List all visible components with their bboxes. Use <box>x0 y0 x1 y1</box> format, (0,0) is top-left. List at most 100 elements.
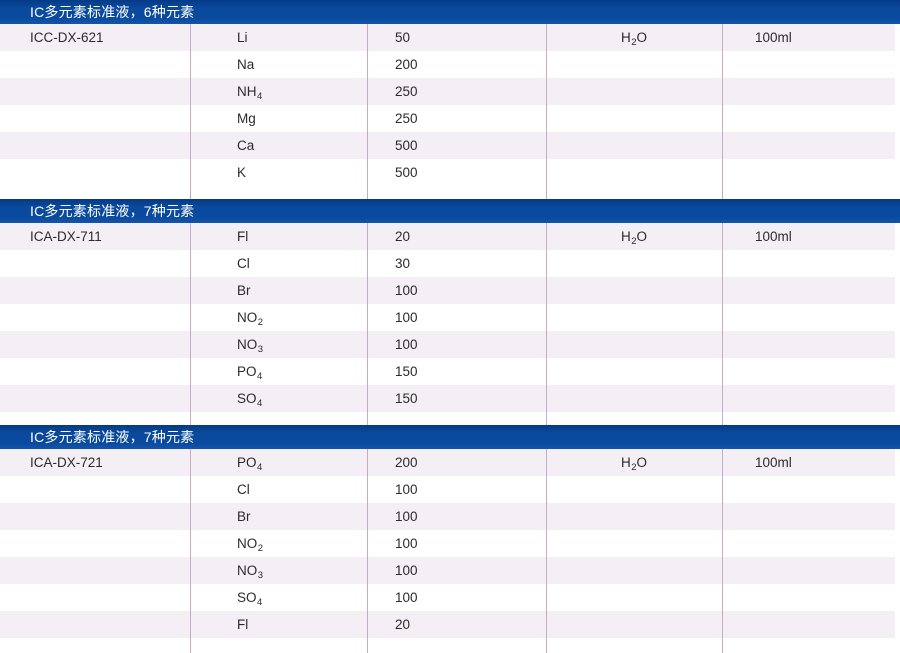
concentration-cell: 50 <box>395 30 411 45</box>
solvent-cell <box>546 277 722 304</box>
section-rows: ICA-DX-721 PO4 200 H2O 100ml Cl 100 Br 100 NO2 100… <box>0 449 900 638</box>
element-cell: NH4 <box>237 78 357 105</box>
volume-cell <box>755 530 885 557</box>
section-title: IC多元素标准液，6种元素 <box>30 4 195 20</box>
solvent-symbol: H <box>620 30 631 45</box>
product-section: IC多元素标准液，6种元素 ICC-DX-621 Li 50 H2O 100ml Na 200… <box>0 0 900 186</box>
table-row: Ca 500 <box>0 132 895 159</box>
section-rows: ICA-DX-711 Fl 20 H2O 100ml Cl 30 Br 100 NO2 100 NO3… <box>0 223 900 412</box>
element-subscript: 3 <box>257 344 264 355</box>
product-code-cell <box>30 159 180 186</box>
element-subscript: 4 <box>257 462 263 473</box>
element-symbol: SO <box>237 590 257 605</box>
solvent-cell <box>546 132 722 159</box>
concentration-cell: 20 <box>395 229 411 244</box>
solvent-symbol-tail: O <box>636 30 648 45</box>
section-gap <box>0 638 900 643</box>
table-row: Br 100 <box>0 277 895 304</box>
section-header-bar: IC多元素标准液，7种元素 <box>0 199 900 223</box>
solvent-cell <box>546 584 722 611</box>
element-symbol: PO <box>237 364 257 379</box>
product-code-cell <box>30 105 180 132</box>
element-cell: Br <box>237 277 357 304</box>
product-code-cell <box>30 304 180 331</box>
table-row: Fl 20 <box>0 611 895 638</box>
element-cell: Cl <box>237 476 357 503</box>
element-subscript: 4 <box>257 371 263 382</box>
concentration-cell: 30 <box>395 256 411 271</box>
volume-cell <box>755 132 885 159</box>
solvent-subscript: 2 <box>631 236 637 247</box>
volume-cell: 100ml <box>755 455 792 470</box>
volume-cell <box>755 476 885 503</box>
product-code-cell <box>30 503 180 530</box>
concentration-cell: 250 <box>395 84 418 99</box>
volume-cell <box>755 250 885 277</box>
volume-cell <box>755 358 885 385</box>
table-row: ICA-DX-711 Fl 20 H2O 100ml <box>0 223 895 250</box>
element-symbol: NO <box>237 310 258 325</box>
element-cell: NO3 <box>237 331 357 358</box>
element-subscript: 3 <box>257 570 264 581</box>
volume-cell <box>755 584 885 611</box>
solvent-cell <box>546 331 722 358</box>
table-row: K 500 <box>0 159 895 186</box>
concentration-cell: 100 <box>395 283 418 298</box>
solvent-cell <box>546 78 722 105</box>
product-code-cell: ICA-DX-711 <box>30 229 102 244</box>
product-code-cell <box>30 78 180 105</box>
element-cell: Br <box>237 503 357 530</box>
product-code-cell <box>30 584 180 611</box>
element-cell: PO4 <box>237 358 357 385</box>
volume-cell <box>755 105 885 132</box>
concentration-cell: 500 <box>395 138 418 153</box>
table-row: Cl 100 <box>0 476 895 503</box>
volume-cell: 100ml <box>755 30 792 45</box>
table-row: NO3 100 <box>0 331 895 358</box>
solvent-subscript: 2 <box>631 462 637 473</box>
solvent-cell <box>546 159 722 186</box>
solvent-cell <box>546 304 722 331</box>
element-symbol: Fl <box>237 617 249 632</box>
element-symbol: Br <box>237 283 251 298</box>
solvent-subscript: 2 <box>631 37 637 48</box>
table-row: Cl 30 <box>0 250 895 277</box>
section-header-bar: IC多元素标准液，7种元素 <box>0 425 900 449</box>
table-row: ICA-DX-721 PO4 200 H2O 100ml <box>0 449 895 476</box>
solvent-cell: H2O <box>546 223 722 250</box>
element-cell: Li <box>237 24 357 51</box>
element-subscript: 4 <box>257 398 263 409</box>
product-code-cell <box>30 530 180 557</box>
solvent-symbol-tail: O <box>636 455 648 470</box>
volume-cell <box>755 159 885 186</box>
solvent-cell <box>546 250 722 277</box>
solvent-symbol: H <box>620 229 631 244</box>
solvent-cell <box>546 557 722 584</box>
element-subscript: 4 <box>257 91 263 102</box>
element-symbol: Mg <box>237 111 256 126</box>
table-row: NO2 100 <box>0 304 895 331</box>
element-symbol: Fl <box>237 229 249 244</box>
solvent-cell <box>546 530 722 557</box>
element-cell: Ca <box>237 132 357 159</box>
element-cell: SO4 <box>237 584 357 611</box>
section-rows: ICC-DX-621 Li 50 H2O 100ml Na 200 NH4 250 Mg 250 Ca… <box>0 24 900 186</box>
table-row: Br 100 <box>0 503 895 530</box>
solvent-cell <box>546 105 722 132</box>
element-subscript: 2 <box>257 543 264 554</box>
element-cell: PO4 <box>237 449 357 476</box>
product-code-cell: ICA-DX-721 <box>30 455 103 470</box>
concentration-cell: 100 <box>395 482 418 497</box>
section-gap <box>0 186 900 199</box>
concentration-cell: 150 <box>395 391 418 406</box>
element-symbol: Na <box>237 57 255 72</box>
element-cell: Fl <box>237 611 357 638</box>
table-row: Mg 250 <box>0 105 895 132</box>
element-symbol: Ca <box>237 138 255 153</box>
product-section: IC多元素标准液，7种元素 ICA-DX-721 PO4 200 H2O 100ml Cl 1… <box>0 425 900 638</box>
solvent-cell <box>546 358 722 385</box>
concentration-cell: 100 <box>395 509 418 524</box>
product-section: IC多元素标准液，7种元素 ICA-DX-711 Fl 20 H2O 100ml Cl 30 B… <box>0 199 900 412</box>
element-symbol: NO <box>237 536 258 551</box>
